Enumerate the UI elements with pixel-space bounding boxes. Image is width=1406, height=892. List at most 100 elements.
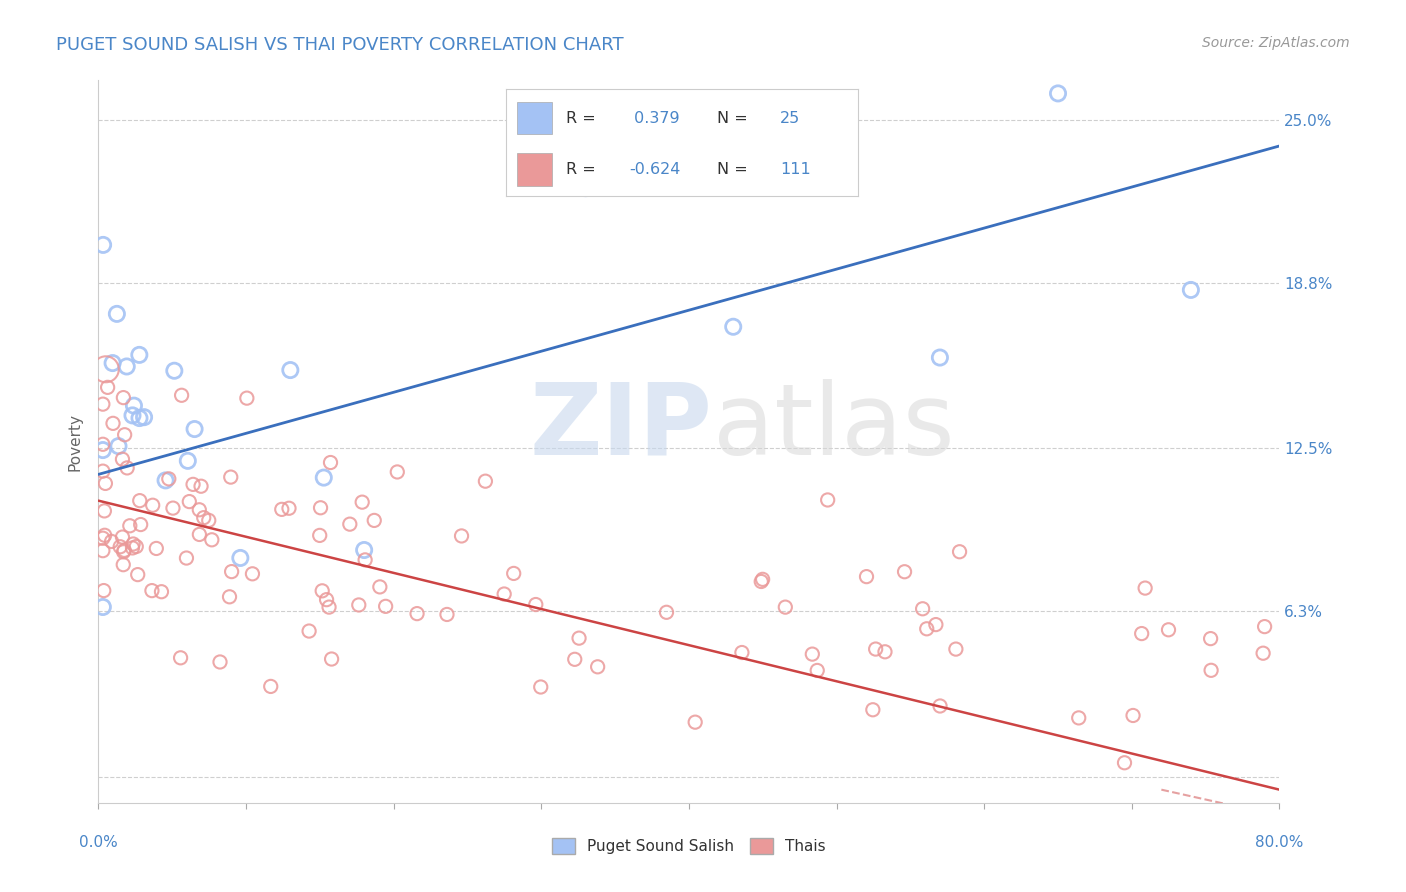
Point — [1157, 623, 1180, 637]
Point — [436, 607, 458, 622]
Text: PUGET SOUND SALISH VS THAI POVERTY CORRELATION CHART: PUGET SOUND SALISH VS THAI POVERTY CORRE… — [56, 36, 624, 54]
Point — [775, 600, 797, 615]
Point — [229, 551, 252, 566]
Point — [502, 566, 524, 581]
Point — [218, 590, 240, 604]
Point — [181, 477, 204, 491]
Point — [308, 528, 330, 542]
Point — [1180, 283, 1202, 297]
Point — [1067, 711, 1090, 725]
Point — [347, 598, 370, 612]
Point — [93, 583, 115, 598]
Point — [474, 474, 496, 488]
Point — [929, 351, 952, 365]
Point — [873, 645, 896, 659]
Point — [94, 476, 117, 491]
Point — [309, 500, 332, 515]
Point — [530, 680, 553, 694]
Point — [319, 456, 342, 470]
Point — [111, 452, 134, 467]
Point — [586, 660, 609, 674]
Point — [128, 348, 150, 362]
Point — [862, 703, 884, 717]
Point — [107, 439, 129, 453]
Point — [655, 605, 678, 619]
Point — [948, 545, 970, 559]
Point — [575, 181, 598, 195]
Point — [318, 600, 340, 615]
Legend: Puget Sound Salish, Thais: Puget Sound Salish, Thais — [547, 832, 831, 860]
Point — [188, 527, 211, 541]
Point — [315, 592, 337, 607]
Point — [91, 600, 114, 615]
Point — [221, 565, 243, 579]
Point — [298, 624, 321, 638]
Point — [1199, 632, 1222, 646]
Point — [122, 537, 145, 551]
Point — [929, 698, 952, 713]
Point — [162, 501, 184, 516]
Point — [132, 410, 155, 425]
Point — [945, 642, 967, 657]
Point — [494, 587, 516, 601]
Point — [201, 533, 224, 547]
Point — [353, 543, 375, 558]
Point — [749, 574, 772, 589]
Text: 0.0%: 0.0% — [79, 836, 118, 850]
Point — [125, 540, 148, 554]
Point — [270, 502, 292, 516]
Point — [1046, 87, 1070, 101]
Point — [128, 411, 150, 425]
Point — [188, 502, 211, 516]
Point — [127, 567, 149, 582]
Point — [128, 493, 150, 508]
Point — [524, 598, 547, 612]
Point — [150, 584, 173, 599]
Point — [112, 558, 135, 572]
Point — [91, 543, 114, 558]
Point — [91, 397, 114, 411]
Point — [101, 417, 124, 431]
Point — [893, 565, 915, 579]
Point — [387, 465, 409, 479]
Point — [352, 495, 374, 509]
Point — [122, 399, 145, 413]
Point — [1199, 663, 1222, 677]
Text: 111: 111 — [780, 162, 811, 177]
Point — [155, 474, 177, 488]
Point — [925, 617, 948, 632]
Point — [100, 534, 122, 549]
Point — [280, 363, 302, 377]
Point — [278, 501, 301, 516]
Text: 80.0%: 80.0% — [1256, 836, 1303, 850]
Point — [374, 599, 396, 614]
Point — [94, 362, 117, 376]
Point — [751, 572, 773, 586]
FancyBboxPatch shape — [517, 102, 551, 134]
Point — [1122, 708, 1144, 723]
FancyBboxPatch shape — [517, 153, 551, 186]
Point — [260, 680, 283, 694]
Point — [105, 307, 128, 321]
Point — [108, 540, 131, 554]
Point — [354, 553, 377, 567]
Point — [208, 655, 231, 669]
Point — [121, 541, 143, 555]
Point — [911, 601, 934, 615]
Point — [97, 380, 120, 394]
Point — [855, 569, 877, 583]
Point — [141, 583, 163, 598]
Point — [915, 622, 938, 636]
Text: 25: 25 — [780, 111, 800, 126]
Point — [564, 652, 586, 666]
Point — [1251, 646, 1274, 660]
Point — [145, 541, 167, 556]
Point — [170, 388, 193, 402]
Text: -0.624: -0.624 — [630, 162, 681, 177]
Point — [91, 531, 114, 545]
Point — [339, 517, 361, 532]
Point — [193, 510, 215, 524]
Point — [91, 443, 114, 458]
Point — [91, 464, 114, 478]
Point — [157, 472, 180, 486]
